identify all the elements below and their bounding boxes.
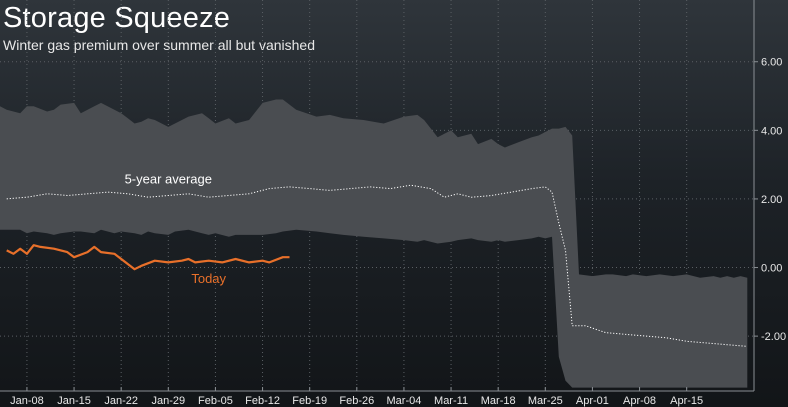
x-tick-label-6: Feb-19	[292, 395, 327, 407]
x-tick-label-14: Apr-15	[670, 395, 703, 407]
y-tick-label-3: 0.00	[761, 263, 782, 275]
series-line-1	[6, 244, 290, 271]
x-tick-label-2: Jan-22	[104, 395, 138, 407]
y-tick-label-0: 6.00	[761, 57, 782, 69]
x-tick-label-11: Mar-25	[528, 395, 563, 407]
series-line-0	[6, 184, 748, 347]
x-tick-label-13: Apr-08	[623, 395, 656, 407]
range-band-area	[0, 99, 748, 388]
x-tick-label-7: Feb-26	[339, 395, 374, 407]
x-tick-label-8: Mar-04	[387, 395, 422, 407]
annotations: 5-year average Today	[125, 171, 227, 285]
x-tick-label-4: Feb-05	[198, 395, 233, 407]
range-band	[0, 99, 748, 388]
x-tick-label-3: Jan-29	[151, 395, 185, 407]
x-tick-label-10: Mar-18	[481, 395, 516, 407]
y-tick-label-2: 2.00	[761, 194, 782, 206]
x-tick-label-0: Jan-08	[10, 395, 44, 407]
y-tick-label-4: -2.00	[761, 331, 786, 343]
annotation-label-0: 5-year average	[125, 171, 212, 186]
x-tick-label-1: Jan-15	[57, 395, 91, 407]
series-lines	[6, 184, 748, 347]
annotation-label-1: Today	[191, 271, 226, 286]
chart-subtitle: Winter gas premium over summer all but v…	[3, 37, 316, 53]
chart-title: Storage Squeeze	[3, 2, 231, 34]
x-tick-label-9: Mar-11	[434, 395, 468, 407]
x-tick-label-12: Apr-01	[576, 395, 609, 407]
y-tick-label-1: 4.00	[761, 125, 782, 137]
x-tick-label-5: Feb-12	[245, 395, 280, 407]
